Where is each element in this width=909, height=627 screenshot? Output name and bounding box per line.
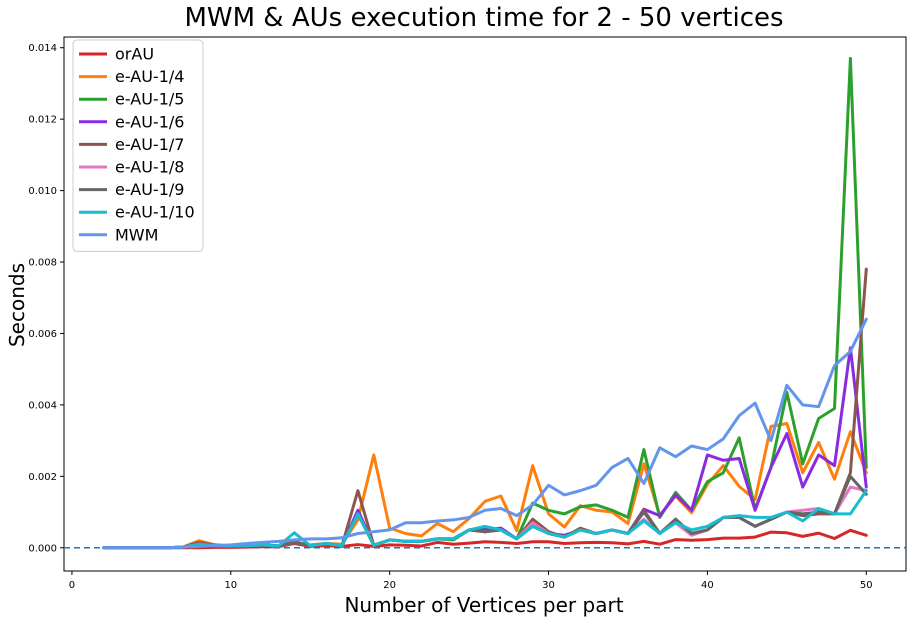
series-layer	[102, 56, 868, 550]
y-tick-label: 0.002	[28, 472, 57, 483]
legend-label: MWM	[115, 225, 158, 244]
legend-label: e-AU-1/5	[115, 90, 184, 109]
series-line-e-au-1-7	[102, 267, 868, 550]
series-line-e-au-1-5	[102, 56, 868, 550]
plot-area-border	[63, 36, 907, 572]
legend: orAU e-AU-1/4 e-AU-1/5 e-AU-1/6 e-AU-1/7 e-AU…	[72, 39, 204, 252]
y-axis-label: Seconds	[5, 263, 29, 347]
y-tick-label: 0.004	[28, 400, 57, 411]
legend-label: e-AU-1/7	[115, 135, 184, 154]
legend-label: e-AU-1/8	[115, 158, 184, 177]
x-tick-label: 0	[69, 580, 75, 591]
axes-frame	[63, 36, 907, 572]
x-tick-label: 50	[860, 580, 873, 591]
legend-box	[72, 39, 204, 252]
x-tick-label: 10	[224, 580, 237, 591]
legend-label: e-AU-1/9	[115, 180, 184, 199]
x-axis-label: Number of Vertices per part	[344, 593, 623, 617]
y-tick-label: 0.012	[28, 115, 57, 126]
y-tick-label: 0.010	[28, 186, 57, 197]
y-tick-label: 0.014	[28, 43, 57, 54]
y-tick-label: 0.008	[28, 258, 57, 269]
x-tick-label: 20	[383, 580, 396, 591]
chart-title: MWM & AUs execution time for 2 - 50 vert…	[184, 3, 783, 33]
legend-label: e-AU-1/10	[115, 203, 195, 222]
ticks-layer: 0 10 20 30 40 50 0.000 0.002 0.004 0.006 0.008 0.01…	[28, 43, 872, 591]
series-line-mwm	[102, 317, 868, 550]
x-tick-label: 30	[542, 580, 555, 591]
y-tick-label: 0.006	[28, 329, 57, 340]
legend-label: e-AU-1/6	[115, 112, 184, 131]
x-tick-label: 40	[701, 580, 714, 591]
legend-label: e-AU-1/4	[115, 67, 184, 86]
legend-label: orAU	[115, 45, 154, 64]
y-tick-label: 0.000	[28, 543, 57, 554]
